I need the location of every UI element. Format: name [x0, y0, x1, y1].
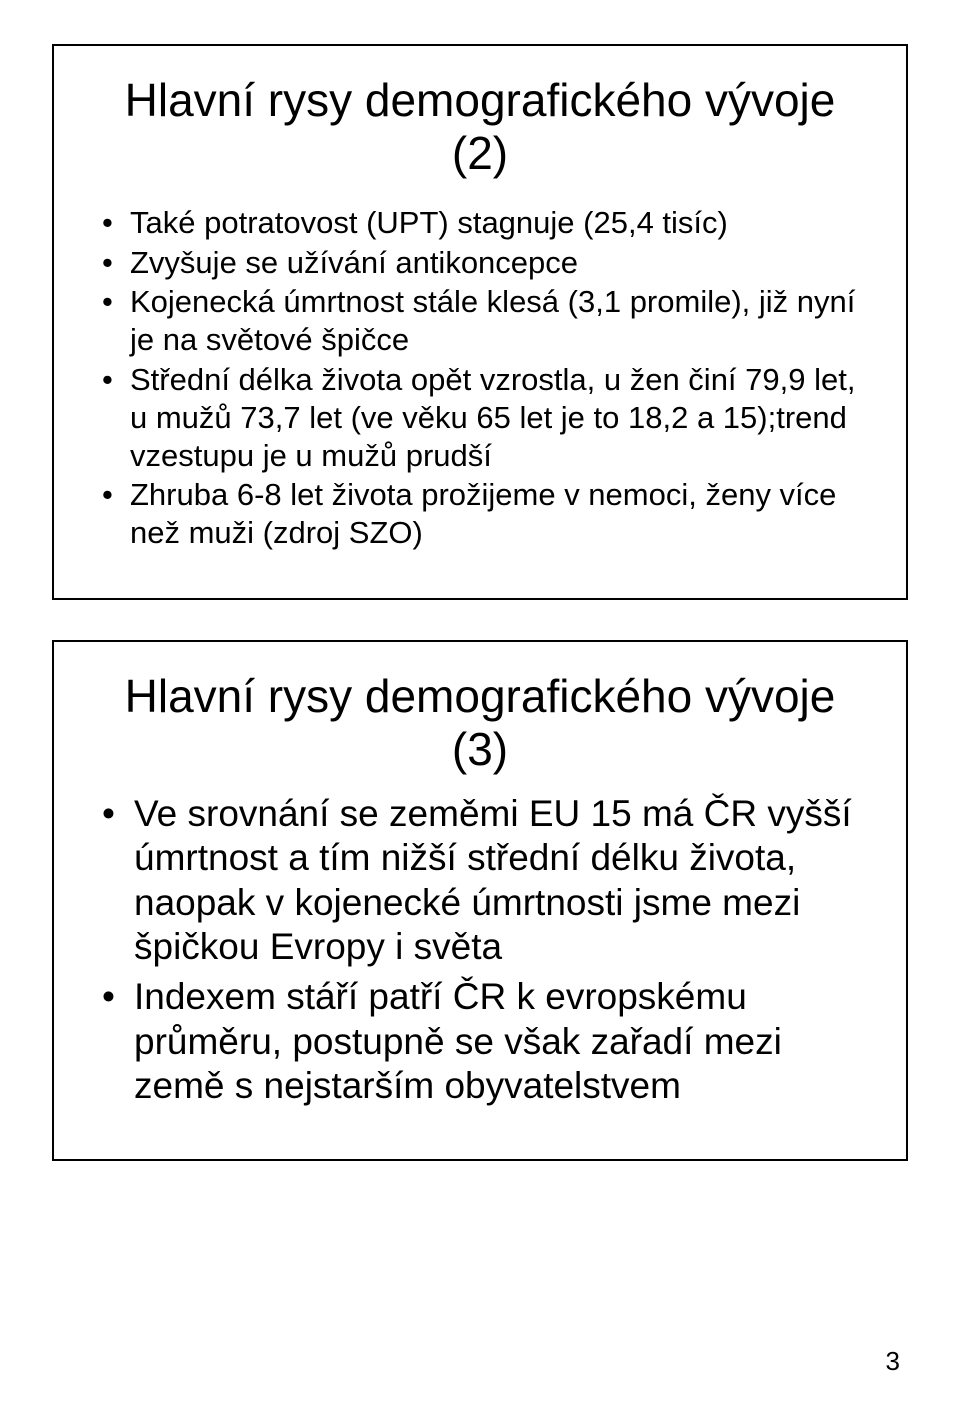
- slide-1-bullet: Střední délka života opět vzrostla, u že…: [98, 361, 862, 474]
- slide-1-bullets: Také potratovost (UPT) stagnuje (25,4 ti…: [98, 204, 862, 552]
- slide-1: Hlavní rysy demografického vývoje (2) Ta…: [52, 44, 908, 600]
- slide-1-bullet: Zhruba 6-8 let života prožijeme v nemoci…: [98, 476, 862, 552]
- page-number: 3: [886, 1346, 900, 1377]
- slide-2-bullet: Ve srovnání se zeměmi EU 15 má ČR vyšší …: [98, 792, 862, 970]
- slide-2-title: Hlavní rysy demografického vývoje (3): [98, 670, 862, 776]
- page: Hlavní rysy demografického vývoje (2) Ta…: [0, 0, 960, 1401]
- slide-2-bullet: Indexem stáří patří ČR k evropskému prům…: [98, 975, 862, 1108]
- slide-2: Hlavní rysy demografického vývoje (3) Ve…: [52, 640, 908, 1161]
- slide-1-bullet: Kojenecká úmrtnost stále klesá (3,1 prom…: [98, 283, 862, 359]
- slide-2-bullets: Ve srovnání se zeměmi EU 15 má ČR vyšší …: [98, 792, 862, 1109]
- slide-1-bullet: Také potratovost (UPT) stagnuje (25,4 ti…: [98, 204, 862, 242]
- slide-1-title: Hlavní rysy demografického vývoje (2): [98, 74, 862, 180]
- slide-1-bullet: Zvyšuje se užívání antikoncepce: [98, 244, 862, 282]
